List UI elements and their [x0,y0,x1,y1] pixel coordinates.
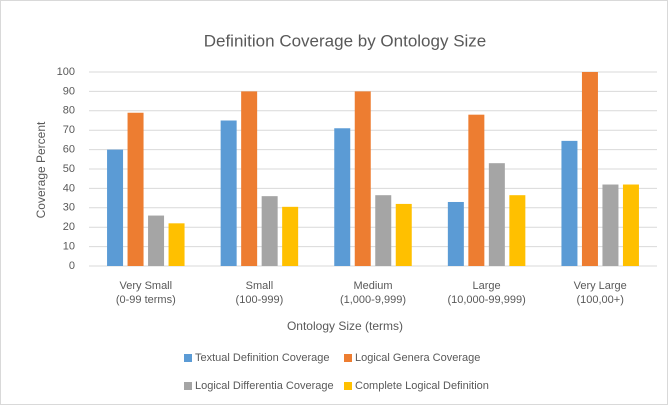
x-tick-label: (1,000-9,999) [340,294,406,306]
x-tick-label: (10,000-99,999) [447,294,525,306]
bar [395,203,412,266]
bar [581,72,598,266]
legend-swatch [184,354,192,362]
bar [354,91,371,267]
y-tick-label: 80 [63,105,75,117]
bar [602,184,619,266]
chart-title: Definition Coverage by Ontology Size [204,31,487,50]
bar [509,195,526,266]
x-tick-label: Very Large [574,280,627,292]
bar [561,140,578,266]
bar [334,128,351,266]
bar [127,112,144,267]
legend-label: Logical Differentia Coverage [195,380,334,392]
bar [488,163,505,266]
y-tick-label: 0 [69,260,75,272]
y-tick-label: 60 [63,144,75,156]
x-tick-label: (100,00+) [576,294,623,306]
legend-label: Complete Logical Definition [355,380,489,392]
bar [447,201,464,266]
bar [282,206,299,266]
y-tick-label: 100 [57,66,75,78]
y-axis-title: Coverage Percent [34,121,48,218]
legend-swatch [184,382,192,390]
bar [468,114,485,267]
bar [220,120,237,266]
y-tick-label: 50 [63,163,75,175]
bar [107,149,124,266]
x-tick-label: Small [246,280,274,292]
bar [148,215,165,266]
y-tick-label: 40 [63,182,75,194]
legend-label: Logical Genera Coverage [355,352,480,364]
bar [168,223,185,266]
y-tick-label: 70 [63,124,75,136]
legend-swatch [344,354,352,362]
y-tick-label: 20 [63,221,75,233]
x-tick-label: (100-999) [236,294,284,306]
x-tick-label: Large [473,280,501,292]
x-tick-label: (0-99 terms) [116,294,176,306]
y-tick-label: 90 [63,85,75,97]
x-tick-label: Very Small [120,280,173,292]
x-tick-label: Medium [353,280,392,292]
legend-swatch [344,382,352,390]
y-tick-label: 10 [63,241,75,253]
bar [375,195,392,266]
bar [622,184,639,266]
bar [241,91,258,267]
legend-label: Textual Definition Coverage [195,352,330,364]
y-tick-label: 30 [63,202,75,214]
bar [261,196,278,266]
x-axis-title: Ontology Size (terms) [287,319,403,333]
